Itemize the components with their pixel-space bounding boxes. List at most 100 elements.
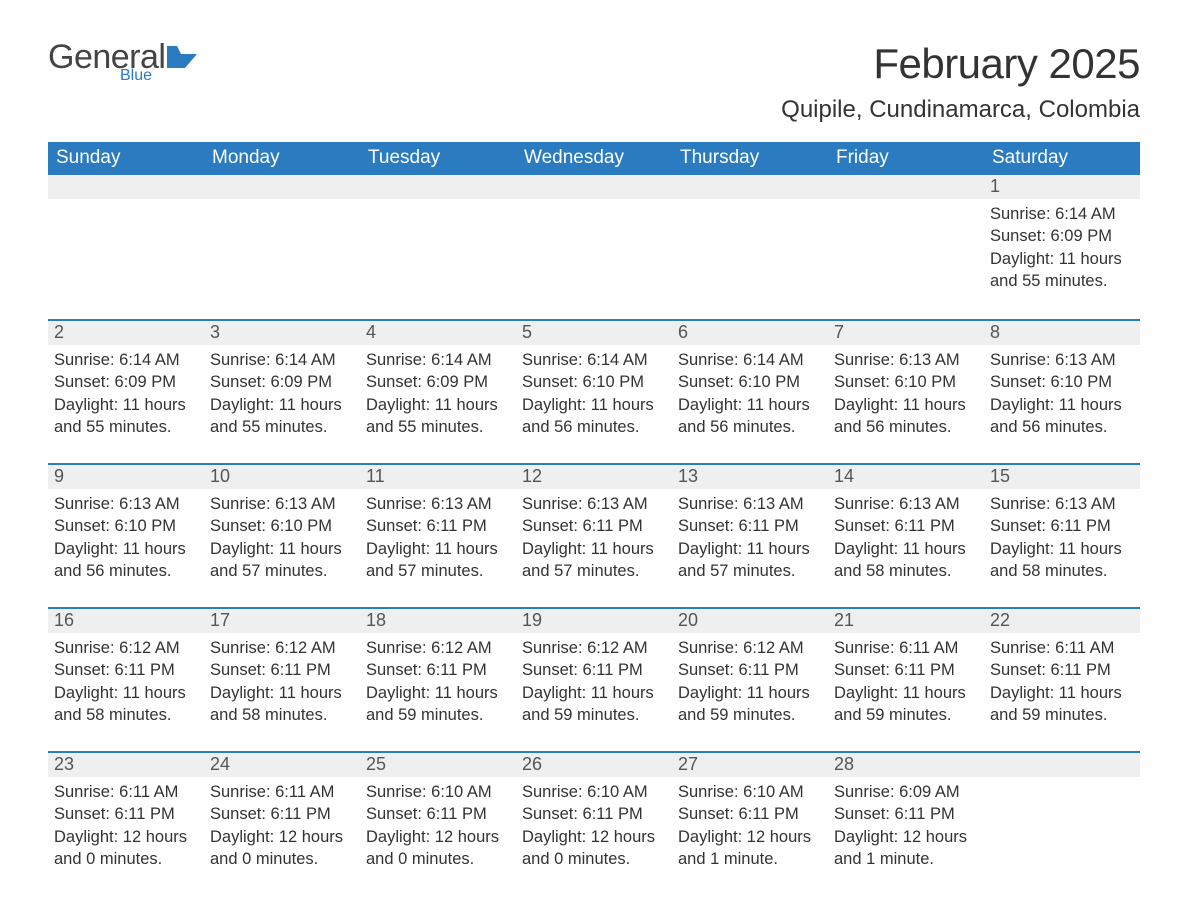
day-details: Sunrise: 6:12 AMSunset: 6:11 PMDaylight:…: [672, 633, 828, 732]
day-details: Sunrise: 6:14 AMSunset: 6:09 PMDaylight:…: [204, 345, 360, 444]
sunset-text: Sunset: 6:11 PM: [54, 659, 198, 681]
calendar-day-cell: 13Sunrise: 6:13 AMSunset: 6:11 PMDayligh…: [672, 463, 828, 607]
calendar-table: Sunday Monday Tuesday Wednesday Thursday…: [48, 142, 1140, 895]
calendar-day-cell: 3Sunrise: 6:14 AMSunset: 6:09 PMDaylight…: [204, 319, 360, 463]
day-details: Sunrise: 6:10 AMSunset: 6:11 PMDaylight:…: [672, 777, 828, 876]
day-number: 28: [828, 751, 984, 777]
sunrise-text: Sunrise: 6:12 AM: [54, 637, 198, 659]
day-number: 21: [828, 607, 984, 633]
day-number: 20: [672, 607, 828, 633]
sunset-text: Sunset: 6:10 PM: [678, 371, 822, 393]
weekday-header: Wednesday: [516, 142, 672, 175]
day-details: Sunrise: 6:13 AMSunset: 6:10 PMDaylight:…: [984, 345, 1140, 444]
day-details: Sunrise: 6:14 AMSunset: 6:09 PMDaylight:…: [360, 345, 516, 444]
day-details: [672, 199, 828, 209]
calendar-day-cell: 12Sunrise: 6:13 AMSunset: 6:11 PMDayligh…: [516, 463, 672, 607]
calendar-week-row: 2Sunrise: 6:14 AMSunset: 6:09 PMDaylight…: [48, 319, 1140, 463]
daylight-text: Daylight: 11 hours and 55 minutes.: [54, 394, 198, 439]
day-number: 16: [48, 607, 204, 633]
sunset-text: Sunset: 6:09 PM: [990, 225, 1134, 247]
day-number: 10: [204, 463, 360, 489]
daylight-text: Daylight: 11 hours and 58 minutes.: [210, 682, 354, 727]
sunset-text: Sunset: 6:11 PM: [834, 659, 978, 681]
day-number: 6: [672, 319, 828, 345]
sunrise-text: Sunrise: 6:11 AM: [990, 637, 1134, 659]
sunrise-text: Sunrise: 6:13 AM: [54, 493, 198, 515]
day-number: 19: [516, 607, 672, 633]
weekday-header: Tuesday: [360, 142, 516, 175]
daylight-text: Daylight: 12 hours and 0 minutes.: [210, 826, 354, 871]
calendar-day-cell: 23Sunrise: 6:11 AMSunset: 6:11 PMDayligh…: [48, 751, 204, 895]
day-details: Sunrise: 6:14 AMSunset: 6:09 PMDaylight:…: [48, 345, 204, 444]
calendar-week-row: 16Sunrise: 6:12 AMSunset: 6:11 PMDayligh…: [48, 607, 1140, 751]
calendar-day-cell: 4Sunrise: 6:14 AMSunset: 6:09 PMDaylight…: [360, 319, 516, 463]
calendar-day-cell: [516, 175, 672, 319]
calendar-day-cell: 7Sunrise: 6:13 AMSunset: 6:10 PMDaylight…: [828, 319, 984, 463]
calendar-day-cell: [204, 175, 360, 319]
calendar-day-cell: [984, 751, 1140, 895]
daylight-text: Daylight: 11 hours and 57 minutes.: [678, 538, 822, 583]
day-number: 23: [48, 751, 204, 777]
sunrise-text: Sunrise: 6:14 AM: [210, 349, 354, 371]
sunset-text: Sunset: 6:10 PM: [522, 371, 666, 393]
daylight-text: Daylight: 11 hours and 56 minutes.: [54, 538, 198, 583]
day-details: [828, 199, 984, 209]
sunrise-text: Sunrise: 6:12 AM: [366, 637, 510, 659]
sunrise-text: Sunrise: 6:09 AM: [834, 781, 978, 803]
daylight-text: Daylight: 12 hours and 0 minutes.: [366, 826, 510, 871]
calendar-day-cell: 26Sunrise: 6:10 AMSunset: 6:11 PMDayligh…: [516, 751, 672, 895]
day-number: 5: [516, 319, 672, 345]
daylight-text: Daylight: 12 hours and 0 minutes.: [54, 826, 198, 871]
daylight-text: Daylight: 11 hours and 56 minutes.: [990, 394, 1134, 439]
calendar-day-cell: 20Sunrise: 6:12 AMSunset: 6:11 PMDayligh…: [672, 607, 828, 751]
daylight-text: Daylight: 11 hours and 58 minutes.: [54, 682, 198, 727]
day-number: 26: [516, 751, 672, 777]
calendar-day-cell: 11Sunrise: 6:13 AMSunset: 6:11 PMDayligh…: [360, 463, 516, 607]
sunset-text: Sunset: 6:10 PM: [834, 371, 978, 393]
calendar-day-cell: 18Sunrise: 6:12 AMSunset: 6:11 PMDayligh…: [360, 607, 516, 751]
weekday-header: Monday: [204, 142, 360, 175]
day-details: Sunrise: 6:10 AMSunset: 6:11 PMDaylight:…: [516, 777, 672, 876]
calendar-day-cell: 8Sunrise: 6:13 AMSunset: 6:10 PMDaylight…: [984, 319, 1140, 463]
day-details: Sunrise: 6:12 AMSunset: 6:11 PMDaylight:…: [360, 633, 516, 732]
calendar-day-cell: [828, 175, 984, 319]
day-number: 27: [672, 751, 828, 777]
calendar-day-cell: 10Sunrise: 6:13 AMSunset: 6:10 PMDayligh…: [204, 463, 360, 607]
sunset-text: Sunset: 6:11 PM: [678, 515, 822, 537]
day-details: [516, 199, 672, 209]
daylight-text: Daylight: 11 hours and 59 minutes.: [678, 682, 822, 727]
sunset-text: Sunset: 6:11 PM: [522, 803, 666, 825]
sunset-text: Sunset: 6:11 PM: [366, 515, 510, 537]
sunrise-text: Sunrise: 6:14 AM: [54, 349, 198, 371]
calendar-week-row: 1Sunrise: 6:14 AMSunset: 6:09 PMDaylight…: [48, 175, 1140, 319]
day-number: [984, 751, 1140, 777]
calendar-day-cell: 19Sunrise: 6:12 AMSunset: 6:11 PMDayligh…: [516, 607, 672, 751]
daylight-text: Daylight: 11 hours and 56 minutes.: [522, 394, 666, 439]
sunset-text: Sunset: 6:11 PM: [678, 659, 822, 681]
sunrise-text: Sunrise: 6:14 AM: [678, 349, 822, 371]
calendar-day-cell: 1Sunrise: 6:14 AMSunset: 6:09 PMDaylight…: [984, 175, 1140, 319]
daylight-text: Daylight: 12 hours and 1 minute.: [834, 826, 978, 871]
sunrise-text: Sunrise: 6:13 AM: [678, 493, 822, 515]
daylight-text: Daylight: 11 hours and 57 minutes.: [522, 538, 666, 583]
calendar-day-cell: [360, 175, 516, 319]
sunrise-text: Sunrise: 6:13 AM: [990, 493, 1134, 515]
day-details: [360, 199, 516, 209]
calendar-day-cell: 9Sunrise: 6:13 AMSunset: 6:10 PMDaylight…: [48, 463, 204, 607]
sunrise-text: Sunrise: 6:10 AM: [678, 781, 822, 803]
day-number: 22: [984, 607, 1140, 633]
calendar-day-cell: 14Sunrise: 6:13 AMSunset: 6:11 PMDayligh…: [828, 463, 984, 607]
day-number: 17: [204, 607, 360, 633]
sunset-text: Sunset: 6:11 PM: [834, 515, 978, 537]
day-details: Sunrise: 6:11 AMSunset: 6:11 PMDaylight:…: [828, 633, 984, 732]
calendar-day-cell: [672, 175, 828, 319]
day-number: [672, 175, 828, 199]
brand-logo: General Blue: [48, 40, 205, 84]
sunrise-text: Sunrise: 6:13 AM: [990, 349, 1134, 371]
calendar-day-cell: 25Sunrise: 6:10 AMSunset: 6:11 PMDayligh…: [360, 751, 516, 895]
day-details: Sunrise: 6:11 AMSunset: 6:11 PMDaylight:…: [984, 633, 1140, 732]
day-number: 8: [984, 319, 1140, 345]
sunset-text: Sunset: 6:09 PM: [210, 371, 354, 393]
daylight-text: Daylight: 11 hours and 56 minutes.: [678, 394, 822, 439]
sunrise-text: Sunrise: 6:13 AM: [522, 493, 666, 515]
